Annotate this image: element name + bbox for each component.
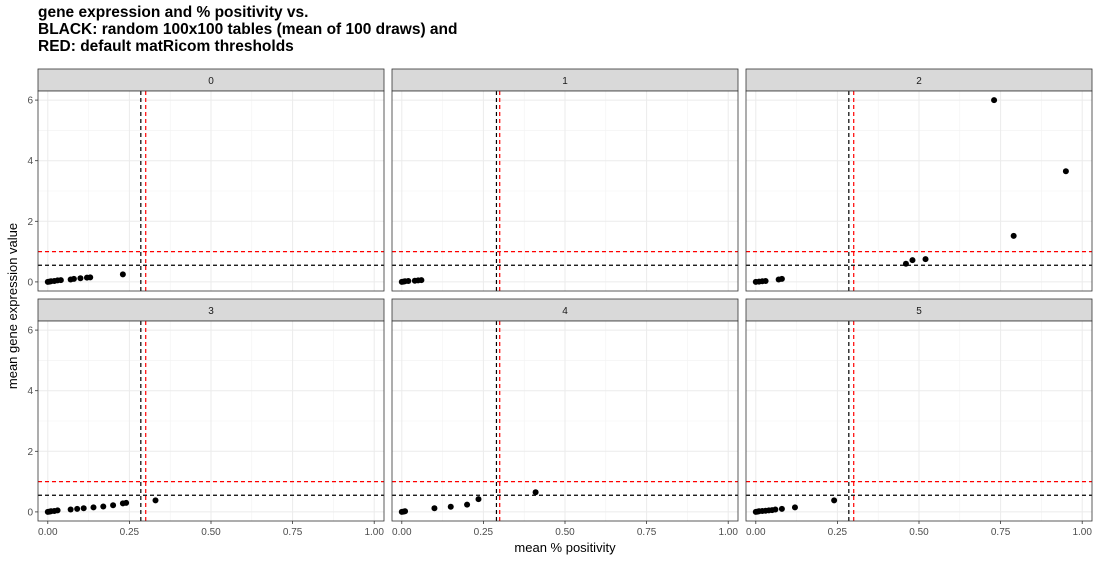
facet-2-point <box>991 97 998 104</box>
facet-4-x-tick-label: 0.50 <box>555 527 575 538</box>
facet-5-x-tick-label: 0.75 <box>991 527 1011 538</box>
facet-0-point <box>87 274 94 281</box>
facet-5-x-tick-label: 0.00 <box>746 527 766 538</box>
facet-3-y-tick-label: 4 <box>27 386 33 397</box>
facet-4-x-tick-label: 0.00 <box>392 527 412 538</box>
facet-4-x-tick-label: 1.00 <box>718 527 738 538</box>
y-axis-title: mean gene expression value <box>5 223 20 389</box>
facet-4-point <box>475 496 482 503</box>
facet-3-y-tick-label: 2 <box>27 447 33 458</box>
chart-title-line-1: gene expression and % positivity vs. <box>38 4 309 21</box>
facet-5-x-tick-label: 0.50 <box>909 527 929 538</box>
facet-2-point <box>902 260 909 267</box>
facet-3-point <box>74 505 81 512</box>
facet-1-strip-label: 1 <box>562 76 568 87</box>
facet-4-strip-label: 4 <box>562 306 568 317</box>
facet-5-point <box>772 506 779 513</box>
facet-2-point <box>922 256 929 263</box>
facet-5-strip-label: 5 <box>916 306 922 317</box>
facet-1-point <box>405 278 412 284</box>
facet-5-point <box>791 504 798 511</box>
facet-3-point <box>67 506 74 513</box>
facet-1-panel-border <box>391 90 739 292</box>
facet-4-point <box>402 508 409 515</box>
facet-4-x-tick-label: 0.75 <box>637 527 657 538</box>
facet-3-x-tick-label: 0.50 <box>201 527 221 538</box>
facet-4-point <box>532 489 539 496</box>
facet-3-x-tick-label: 1.00 <box>364 527 384 538</box>
facet-2-strip-label: 2 <box>916 76 922 87</box>
facet-3-strip-label: 3 <box>208 306 214 317</box>
facet-2-point <box>1062 168 1069 175</box>
facet-3-point <box>54 507 61 514</box>
chart-title-line-2: BLACK: random 100x100 tables (mean of 10… <box>38 21 458 38</box>
facet-4-point <box>464 501 471 508</box>
facet-5-x-tick-label: 0.25 <box>828 527 848 538</box>
facet-0-strip-label: 0 <box>208 76 214 87</box>
facet-2-point <box>909 257 916 264</box>
facet-4-point <box>447 503 454 510</box>
chart-title: gene expression and % positivity vs. BLA… <box>38 4 458 55</box>
facet-5-point <box>778 505 785 512</box>
facet-3-point <box>152 497 159 504</box>
facet-2-panel-border <box>745 90 1093 292</box>
facet-5-point <box>831 497 838 504</box>
facet-3-point <box>110 502 117 509</box>
facet-0-panel-border <box>37 90 385 292</box>
facet-3-x-tick-label: 0.25 <box>120 527 140 538</box>
facet-3-y-tick-label: 0 <box>27 507 33 518</box>
facet-0-y-tick-label: 0 <box>27 277 33 288</box>
facet-0-point <box>77 275 84 282</box>
facet-3-x-tick-label: 0.75 <box>283 527 303 538</box>
chart-title-line-3: RED: default matRicom thresholds <box>38 38 294 55</box>
facet-0-point <box>57 277 64 284</box>
facet-2-point <box>1010 232 1017 239</box>
x-axis-title: mean % positivity <box>514 540 616 555</box>
facet-2-point <box>762 278 769 284</box>
facet-0-point <box>119 271 126 278</box>
facet-3-x-tick-label: 0.00 <box>38 527 58 538</box>
facet-1-point <box>418 277 425 284</box>
facet-0-y-tick-label: 6 <box>27 96 33 107</box>
facet-0-y-tick-label: 4 <box>27 156 33 167</box>
facet-0-point <box>70 275 77 282</box>
facet-3-y-tick-label: 6 <box>27 326 33 337</box>
facet-4-x-tick-label: 0.25 <box>474 527 494 538</box>
facet-5-x-tick-label: 1.00 <box>1072 527 1092 538</box>
facet-0-y-tick-label: 2 <box>27 217 33 228</box>
facet-3-point <box>123 499 130 506</box>
facet-4-point <box>431 505 438 512</box>
facet-2-point <box>778 275 785 282</box>
facet-3-point <box>90 504 97 511</box>
facet-3-point <box>80 505 87 512</box>
facet-3-point <box>100 503 107 510</box>
